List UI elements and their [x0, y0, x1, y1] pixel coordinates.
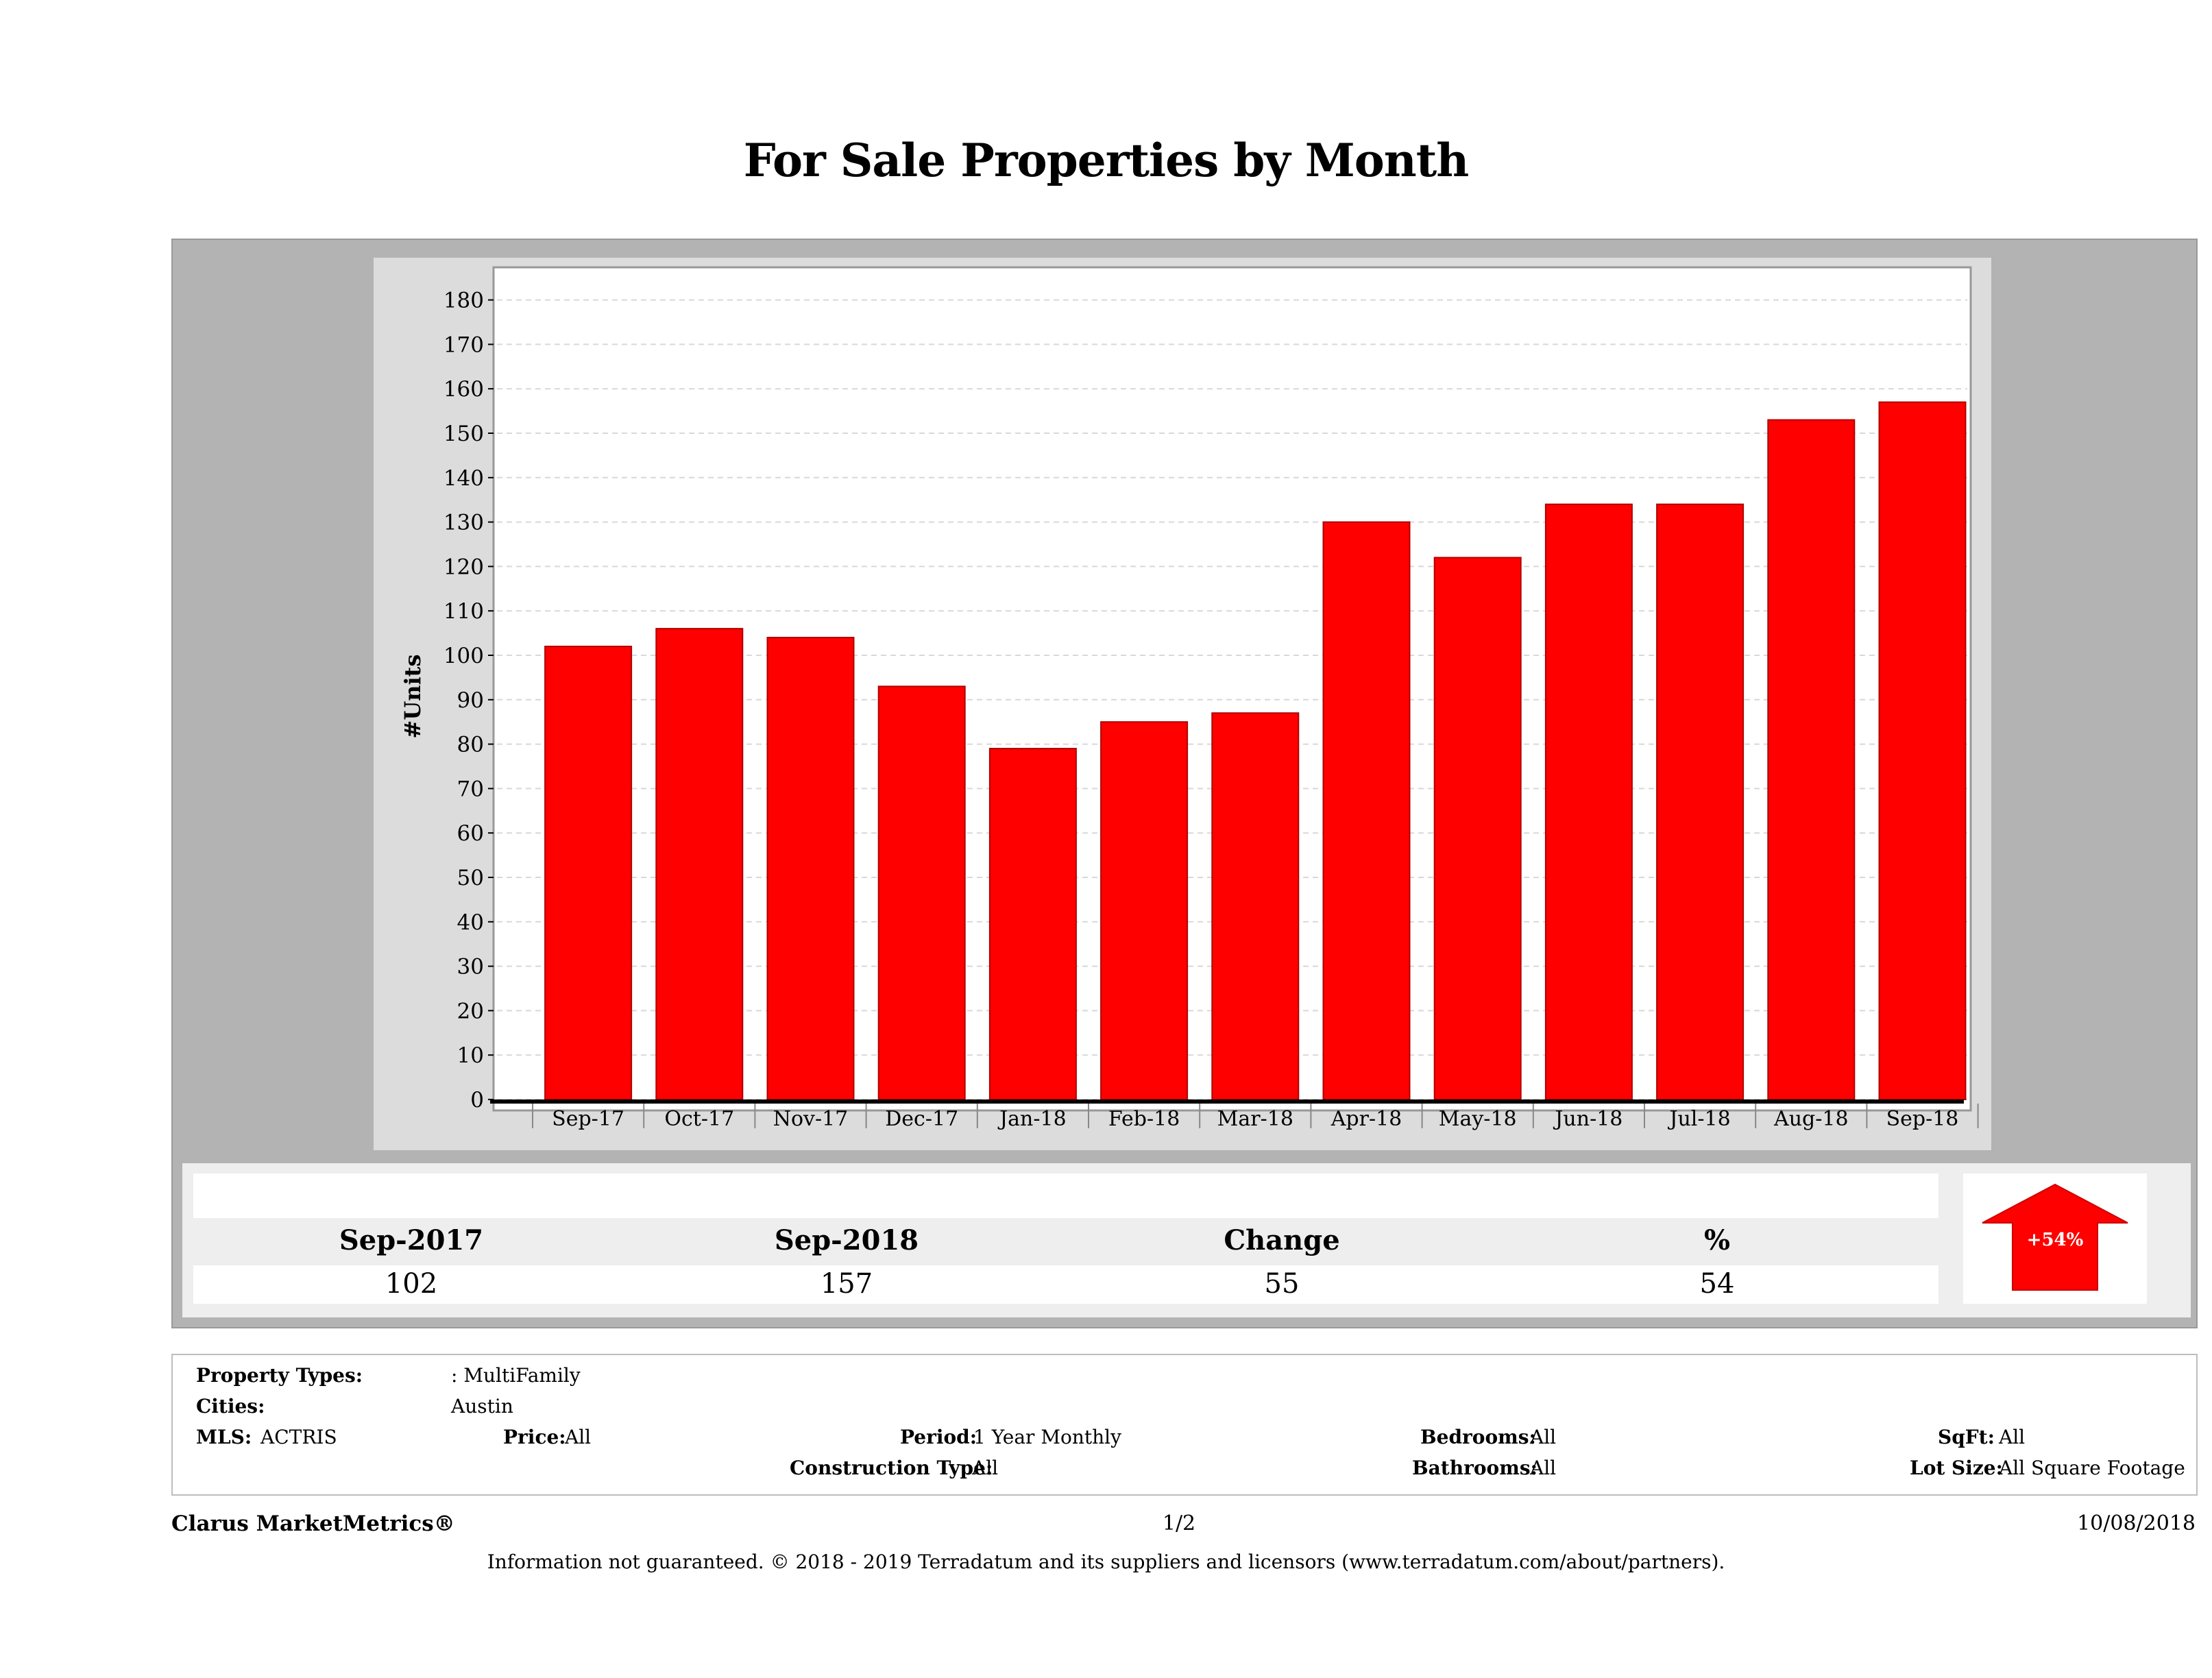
- y-tick-label: 80: [457, 733, 484, 757]
- disclaimer: Information not guaranteed. © 2018 - 201…: [487, 1551, 1725, 1573]
- lot-size-value: All Square Footage: [1999, 1457, 2185, 1479]
- bedrooms-label: Bedrooms:: [1420, 1426, 1536, 1448]
- x-tick-label: Sep-18: [1886, 1107, 1959, 1131]
- x-tick-label: Nov-17: [773, 1107, 849, 1131]
- x-tick-label: Jan-18: [997, 1107, 1067, 1131]
- y-tick-label: 170: [443, 332, 484, 357]
- bar-oct-17: [655, 628, 744, 1100]
- construction-type-label: Construction Type:: [790, 1457, 993, 1479]
- y-axis-label: #Units: [400, 655, 426, 739]
- mls-label: MLS:: [196, 1426, 252, 1448]
- bathrooms-label: Bathrooms:: [1412, 1457, 1538, 1479]
- x-tick-label: Jun-18: [1553, 1107, 1622, 1131]
- price-label: Price:: [503, 1426, 566, 1448]
- bar-jul-18: [1656, 503, 1745, 1100]
- bar-apr-18: [1322, 521, 1411, 1101]
- x-tick-label: Apr-18: [1330, 1107, 1402, 1131]
- y-tick-label: 100: [443, 644, 484, 668]
- y-tick-label: 10: [457, 1043, 484, 1068]
- x-tick-label: Mar-18: [1217, 1107, 1293, 1131]
- y-tick-label: 140: [443, 466, 484, 491]
- summary-value-end: 157: [820, 1268, 873, 1300]
- x-axis-ticks: Sep-17 Oct-17 Nov-17 Dec-17 Jan-18 Feb-18 Mar-…: [532, 1104, 1979, 1131]
- bar-may-18: [1433, 557, 1522, 1100]
- criteria-box: [171, 1354, 2198, 1496]
- summary-value-start: 102: [385, 1268, 438, 1300]
- y-tick-label: 50: [457, 866, 484, 890]
- y-tick-label: 60: [457, 821, 484, 846]
- y-tick-label: 40: [457, 910, 484, 935]
- property-types-label: Property Types:: [196, 1364, 363, 1387]
- period-label: Period:: [900, 1426, 977, 1448]
- summary-label-end: Sep-2018: [774, 1224, 919, 1256]
- y-tick-label: 120: [443, 555, 484, 579]
- mls-value: ACTRIS: [260, 1426, 337, 1448]
- footer-brand: Clarus MarketMetrics®: [171, 1511, 455, 1536]
- bar-mar-18: [1211, 712, 1300, 1100]
- summary-value-percent: 54: [1699, 1268, 1735, 1300]
- x-tick-label: Sep-17: [552, 1107, 624, 1131]
- bar-nov-17: [766, 637, 855, 1100]
- y-tick-label: 30: [457, 955, 484, 980]
- page-number: 1/2: [1162, 1511, 1196, 1535]
- y-tick-label: 110: [443, 599, 484, 624]
- y-tick-label: 130: [443, 511, 484, 535]
- report-date: 10/08/2018: [2077, 1511, 2196, 1535]
- bathrooms-value: All: [1530, 1457, 1557, 1479]
- sqft-value: All: [1999, 1426, 2026, 1448]
- bar-sep-17: [544, 646, 633, 1100]
- construction-type-value: All: [972, 1457, 999, 1479]
- lot-size-label: Lot Size:: [1910, 1457, 2003, 1479]
- y-tick-label: 180: [443, 289, 484, 313]
- x-tick-label: May-18: [1439, 1107, 1517, 1131]
- bar-sep-18: [1878, 401, 1967, 1100]
- summary-header-blank: [193, 1174, 1938, 1218]
- property-types-value: : MultiFamily: [451, 1364, 581, 1387]
- y-axis-ticks: 0 10 20 30 40 50 60 70 80 90 100 110 120 130 140 150 160…: [443, 289, 494, 1112]
- summary-values-row: [193, 1265, 1938, 1304]
- x-tick-label: Aug-18: [1773, 1107, 1849, 1131]
- change-badge-text: +54%: [2027, 1230, 2084, 1250]
- sqft-label: SqFt:: [1938, 1426, 1995, 1448]
- summary-value-change: 55: [1264, 1268, 1300, 1300]
- bar-aug-18: [1767, 419, 1856, 1100]
- cities-label: Cities:: [196, 1395, 265, 1418]
- x-tick-label: Oct-17: [664, 1107, 734, 1131]
- bedrooms-value: All: [1530, 1426, 1557, 1448]
- bars: [544, 401, 1967, 1101]
- bar-jun-18: [1544, 503, 1633, 1100]
- bar-dec-17: [877, 685, 966, 1100]
- y-tick-label: 150: [443, 422, 484, 446]
- x-tick-label: Feb-18: [1108, 1107, 1180, 1131]
- bar-feb-18: [1100, 721, 1189, 1100]
- up-arrow-icon: +54%: [1982, 1183, 2128, 1291]
- summary-label-change: Change: [1224, 1224, 1340, 1256]
- change-badge-box: +54%: [1963, 1174, 2147, 1304]
- y-tick-label: 0: [470, 1088, 484, 1112]
- y-tick-label: 160: [443, 377, 484, 402]
- bar-jan-18: [988, 748, 1077, 1101]
- cities-value: Austin: [451, 1395, 513, 1418]
- page-title: For Sale Properties by Month: [743, 134, 1470, 187]
- x-tick-label: Jul-18: [1667, 1107, 1730, 1131]
- period-value: 1 Year Monthly: [973, 1426, 1121, 1448]
- summary-label-percent: %: [1703, 1224, 1730, 1256]
- y-tick-label: 90: [457, 688, 484, 713]
- price-value: All: [565, 1426, 592, 1448]
- y-tick-label: 20: [457, 999, 484, 1023]
- summary-label-start: Sep-2017: [339, 1224, 484, 1256]
- x-tick-label: Dec-17: [885, 1107, 958, 1131]
- bar-chart: 0 10 20 30 40 50 60 70 80 90 100 110 120 130 140 150 160…: [400, 266, 1979, 1131]
- y-tick-label: 70: [457, 777, 484, 801]
